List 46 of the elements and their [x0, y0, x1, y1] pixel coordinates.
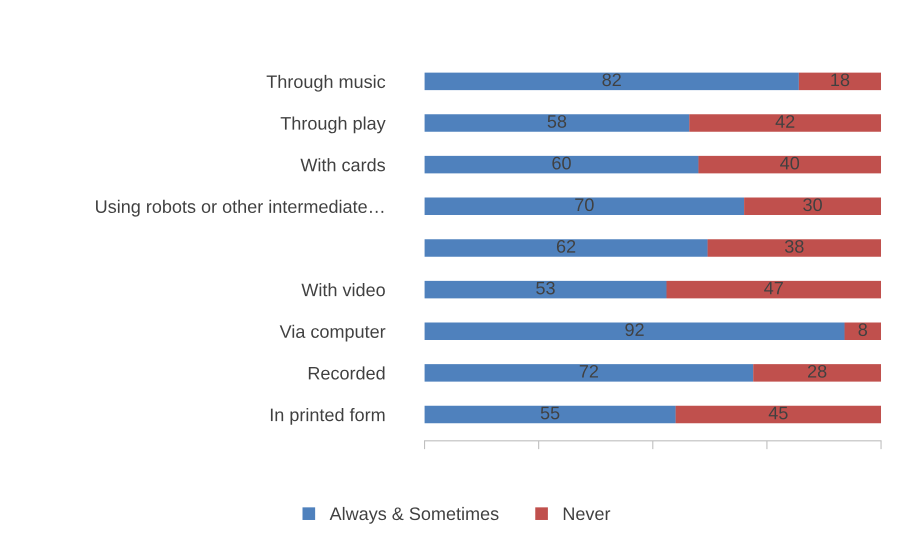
data-label: 82: [602, 73, 621, 86]
bar: [698, 156, 882, 174]
data-label: 38: [784, 240, 804, 253]
bar: [424, 72, 799, 90]
data-label: 40: [780, 156, 800, 170]
bar: [844, 322, 882, 340]
bar: [424, 198, 744, 216]
legend-label: Always & Sometimes: [330, 506, 498, 524]
data-label: 28: [808, 364, 826, 378]
bar: [424, 114, 690, 132]
data-label: 92: [625, 323, 644, 336]
bar: [753, 364, 882, 382]
bar: [424, 322, 845, 340]
data-label: 47: [764, 282, 783, 294]
bar: [424, 364, 754, 382]
bar: [798, 72, 882, 90]
bar: [708, 239, 882, 257]
bar: [424, 280, 666, 298]
y-tick-label: Through play: [280, 116, 386, 134]
data-label: 30: [803, 198, 822, 212]
data-label: 62: [556, 240, 576, 253]
y-tick-label: With cards: [300, 158, 386, 172]
data-label: 55: [540, 406, 560, 420]
data-label: 8: [858, 323, 868, 336]
data-label: 70: [575, 198, 594, 212]
y-tick-label: Via computer: [280, 324, 386, 342]
y-tick-label: Recorded: [308, 366, 384, 380]
data-label: 18: [831, 73, 850, 86]
bar: [424, 239, 708, 257]
data-label: 60: [552, 156, 571, 170]
data-label: 53: [536, 282, 555, 294]
data-label: 42: [776, 115, 794, 128]
bar: [424, 156, 698, 174]
y-tick-label: In printed form: [270, 408, 384, 425]
bar: [424, 406, 676, 424]
y-tick-label: Through music: [266, 74, 386, 92]
y-tick-label: Using robots or other intermediate…: [96, 200, 384, 217]
data-label: 58: [548, 115, 566, 128]
data-label: 72: [580, 364, 598, 378]
bar: [689, 114, 882, 132]
data-label: 45: [768, 406, 788, 420]
bar: [676, 406, 882, 424]
bar: [666, 280, 882, 298]
y-tick-label: With video: [301, 283, 385, 296]
legend-label: Never: [564, 508, 610, 520]
bar: [744, 198, 882, 216]
